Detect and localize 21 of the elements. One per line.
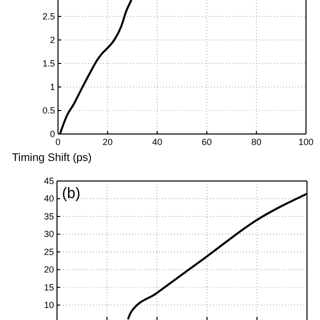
- x-axis-title: Timing Shift (ps): [12, 152, 92, 164]
- y-tick-label: 0: [50, 129, 55, 139]
- annotation: (b): [62, 185, 80, 202]
- x-tick-label: 60: [202, 137, 212, 147]
- y-tick-label: 25: [44, 246, 54, 257]
- y-tick-label: 1.5: [42, 58, 55, 68]
- y-tick-label: 30: [44, 229, 54, 240]
- y-tick-label: 2: [50, 34, 55, 45]
- x-tick-label: 20: [102, 137, 113, 147]
- y-tick-label: 1: [50, 82, 55, 92]
- y-tick-label: 40: [44, 194, 54, 204]
- y-tick-label: 10: [44, 300, 54, 310]
- y-tick-label: 20: [44, 264, 54, 275]
- y-tick-label: 35: [44, 211, 54, 222]
- x-tick-label: 40: [152, 137, 162, 147]
- x-tick-label: 100: [298, 137, 314, 147]
- y-tick-label: 0.5: [42, 105, 55, 116]
- x-tick-label: 80: [251, 137, 262, 147]
- y-tick-label: 45: [44, 176, 54, 186]
- y-tick-label: 15: [44, 282, 54, 292]
- y-tick-label: 2.5: [42, 11, 55, 22]
